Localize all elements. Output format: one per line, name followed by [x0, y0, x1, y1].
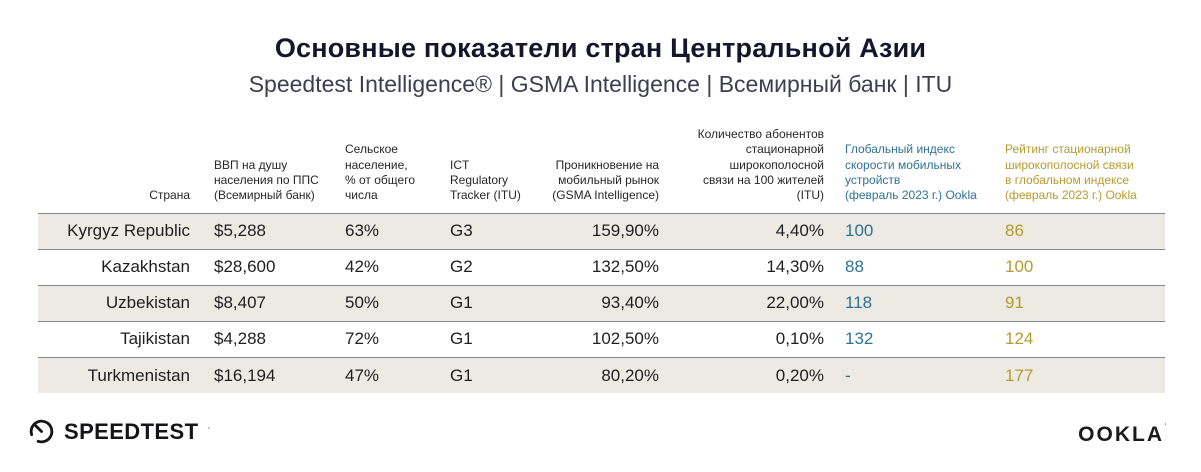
page-title: Основные показатели стран Центральной Аз… — [274, 33, 927, 63]
col-header-gdp: ВВП на душу населения по ППС (Всемирный … — [214, 157, 319, 203]
cell-broadband-rank: 91 — [1005, 293, 1024, 313]
cell-gdp: $4,288 — [214, 329, 266, 349]
cell-broadband-rank: 86 — [1005, 221, 1024, 241]
cell-mobile-speed-index: 88 — [845, 257, 864, 277]
cell-country: Turkmenistan — [87, 365, 190, 385]
table-row-kazakhstan: Kazakhstan $28,600 42% G2 132,50% 14,30%… — [38, 249, 1165, 285]
cell-country: Tajikistan — [120, 329, 190, 349]
cell-country: Kyrgyz Republic — [67, 221, 190, 241]
speedtest-logo-text: SPEEDTEST — [64, 418, 199, 444]
cell-mobile-penetration: 132,50% — [591, 257, 659, 277]
cell-broadband-rank: 100 — [1005, 257, 1034, 277]
table-row-turkmenistan: Turkmenistan $16,194 47% G1 80,20% 0,20%… — [38, 357, 1165, 394]
cell-rural: 42% — [345, 257, 380, 277]
table-row-tajikistan: Tajikistan $4,288 72% G1 102,50% 0,10% 1… — [38, 321, 1165, 357]
cell-broadband-rank: 177 — [1005, 365, 1034, 385]
cell-mobile-speed-index: - — [845, 365, 851, 385]
cell-ict: G2 — [450, 257, 473, 277]
cell-mobile-penetration: 102,50% — [591, 329, 659, 349]
cell-mobile-penetration: 80,20% — [601, 365, 659, 385]
speedtest-logo: SPEEDTEST ʿ — [28, 418, 210, 445]
cell-broadband-rank: 124 — [1005, 329, 1034, 349]
col-header-broadband-rank: Рейтинг стационарной широкополосной связ… — [1005, 142, 1137, 203]
col-header-rural: Сельское население, % от общего числа — [345, 142, 415, 203]
cell-gdp: $16,194 — [214, 365, 276, 385]
cell-mobile-penetration: 159,90% — [591, 221, 659, 241]
gauge-icon — [29, 419, 54, 444]
trademark-tick: ʿ — [1164, 422, 1167, 432]
cell-mobile-speed-index: 100 — [845, 221, 874, 241]
cell-ict: G3 — [450, 221, 473, 241]
cell-rural: 72% — [345, 329, 380, 349]
cell-fixed-subscribers: 14,30% — [766, 257, 824, 277]
cell-mobile-penetration: 93,40% — [601, 293, 659, 313]
cell-fixed-subscribers: 22,00% — [766, 293, 824, 313]
col-header-ict: ICT Regulatory Tracker (ITU) — [450, 157, 521, 203]
table-row-kyrgyz-republic: Kyrgyz Republic $5,288 63% G3 159,90% 4,… — [38, 213, 1165, 250]
table-row-uzbekistan: Uzbekistan $8,407 50% G1 93,40% 22,00% 1… — [38, 285, 1165, 322]
cell-rural: 50% — [345, 293, 380, 313]
ookla-logo: OOKLAʿ — [1078, 423, 1167, 447]
cell-country: Kazakhstan — [101, 257, 190, 277]
cell-fixed-subscribers: 0,20% — [775, 365, 824, 385]
cell-fixed-subscribers: 4,40% — [775, 221, 824, 241]
col-header-country: Страна — [149, 188, 190, 203]
cell-ict: G1 — [450, 329, 473, 349]
cell-rural: 63% — [345, 221, 380, 241]
cell-country: Uzbekistan — [105, 293, 190, 313]
trademark-tick: ʿ — [207, 426, 211, 436]
header-row: Страна ВВП на душу населения по ППС (Все… — [38, 127, 1165, 213]
cell-ict: G1 — [450, 293, 473, 313]
cell-fixed-subscribers: 0,10% — [775, 329, 824, 349]
ookla-logo-text: OOKLA — [1078, 423, 1164, 446]
col-header-mobile-speed-index: Глобальный индекс скорости мобильных уст… — [845, 142, 977, 203]
cell-gdp: $28,600 — [214, 257, 276, 277]
cell-rural: 47% — [345, 365, 380, 385]
header-block: Основные показатели стран Центральной Аз… — [0, 0, 1201, 98]
cell-ict: G1 — [450, 365, 473, 385]
col-header-mobile-penetration: Проникновение на мобильный рынок (GSMA I… — [552, 157, 659, 203]
cell-mobile-speed-index: 118 — [845, 293, 873, 313]
indicators-table: Страна ВВП на душу населения по ППС (Все… — [38, 127, 1165, 394]
cell-gdp: $8,407 — [214, 293, 266, 313]
cell-mobile-speed-index: 132 — [845, 329, 874, 349]
page-subtitle: Speedtest Intelligence® | GSMA Intellige… — [248, 71, 953, 97]
col-header-fixed-subscribers: Количество абонентов стационарной широко… — [697, 127, 824, 203]
cell-gdp: $5,288 — [214, 221, 266, 241]
